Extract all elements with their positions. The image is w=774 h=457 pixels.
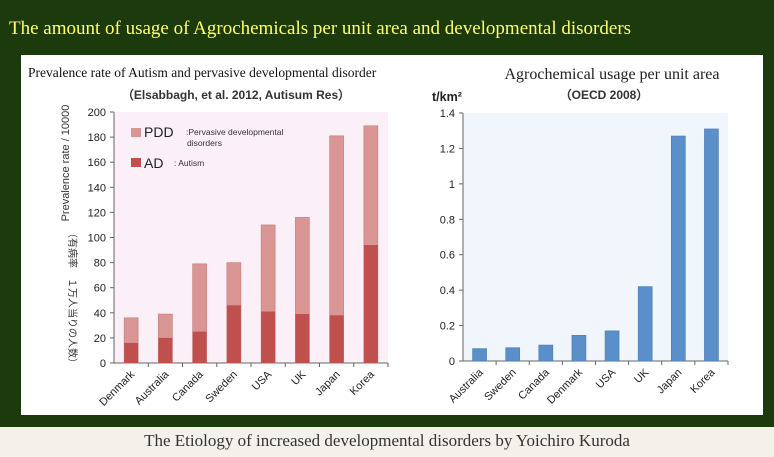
right-chart-title: Agrochemical usage per unit area [504, 66, 719, 83]
left-chart-title: Prevalence rate of Autism and pervasive … [28, 65, 377, 80]
y-tick-label: 0.4 [440, 285, 455, 297]
y-tick-label: 40 [94, 308, 106, 320]
bar-ad [295, 314, 310, 363]
legend-desc-pdd: :Pervasive developmental [186, 127, 283, 137]
legend-desc-ad: : Autism [174, 158, 204, 168]
y-tick-label: 100 [88, 233, 106, 245]
bar-ad [226, 305, 241, 363]
y-tick-label: 1.2 [440, 143, 455, 155]
y-tick-label: 0.2 [440, 321, 455, 333]
x-tick-label: Denmark [97, 368, 137, 408]
bar-ad [158, 337, 173, 363]
y-tick-label: 80 [94, 258, 106, 270]
y-tick-label: 20 [94, 333, 106, 345]
left-y-label-jp: （有病率 １万人当りの人数） [66, 228, 79, 368]
legend-swatch-ad [131, 158, 141, 167]
bar-ad [261, 311, 276, 363]
x-tick-label: Denmark [545, 366, 585, 406]
x-tick-label: Australia [447, 366, 486, 405]
y-tick-label: 0.8 [440, 214, 455, 226]
y-tick-label: 160 [88, 157, 106, 169]
caption-band: The Etiology of increased developmental … [0, 427, 774, 457]
plot-area [463, 113, 728, 361]
bar-agrochemical [604, 330, 620, 362]
y-tick-label: 1 [449, 179, 455, 191]
y-tick-label: 180 [88, 132, 106, 144]
right-chart-subtitle: （OECD 2008） [560, 87, 649, 102]
legend-swatch-pdd [131, 128, 141, 137]
x-tick-label: Japan [313, 369, 343, 399]
left-y-label: Prevalence rate / 10000 [60, 105, 72, 222]
bar-agrochemical [538, 344, 554, 362]
y-tick-label: 1.4 [440, 108, 455, 120]
x-tick-label: Sweden [203, 369, 240, 406]
slide-title: The amount of usage of Agrochemicals per… [9, 18, 632, 39]
bar-ad [192, 331, 207, 363]
bar-ad [124, 342, 139, 363]
right-y-unit: t/km² [432, 90, 462, 104]
caption: The Etiology of increased developmental … [144, 431, 630, 450]
x-tick-label: USA [250, 368, 275, 393]
x-tick-label: Australia [133, 368, 172, 407]
y-tick-label: 200 [88, 107, 106, 119]
bar-agrochemical [704, 128, 719, 362]
x-tick-label: Japan [655, 367, 685, 397]
bar-agrochemical [505, 347, 520, 362]
bar-ad [363, 245, 378, 363]
y-tick-label: 0.6 [440, 250, 455, 262]
left-chart-subtitle: （Elsabbagh, et al. 2012, Autisum Res） [122, 87, 350, 102]
bar-agrochemical [671, 135, 686, 362]
bar-agrochemical [472, 348, 487, 362]
bar-ad [329, 315, 344, 363]
x-tick-label: UK [632, 366, 652, 386]
legend-desc-pdd-2: disorders [187, 138, 222, 148]
plot-area [114, 112, 388, 363]
bar-agrochemical [637, 286, 653, 362]
x-tick-label: Sweden [482, 367, 519, 404]
y-tick-label: 60 [94, 283, 106, 295]
y-tick-label: 140 [88, 182, 106, 194]
bar-agrochemical [571, 335, 587, 362]
legend-label-pdd: PDD [144, 124, 174, 140]
x-tick-label: Canada [170, 368, 206, 404]
y-tick-label: 0 [100, 358, 106, 370]
x-tick-label: Korea [688, 366, 718, 396]
x-tick-label: USA [594, 366, 619, 391]
legend-label-ad: AD [144, 155, 163, 171]
x-tick-label: Korea [348, 368, 378, 398]
x-tick-label: UK [289, 368, 309, 388]
y-tick-label: 120 [88, 207, 106, 219]
y-tick-label: 0 [449, 356, 455, 368]
